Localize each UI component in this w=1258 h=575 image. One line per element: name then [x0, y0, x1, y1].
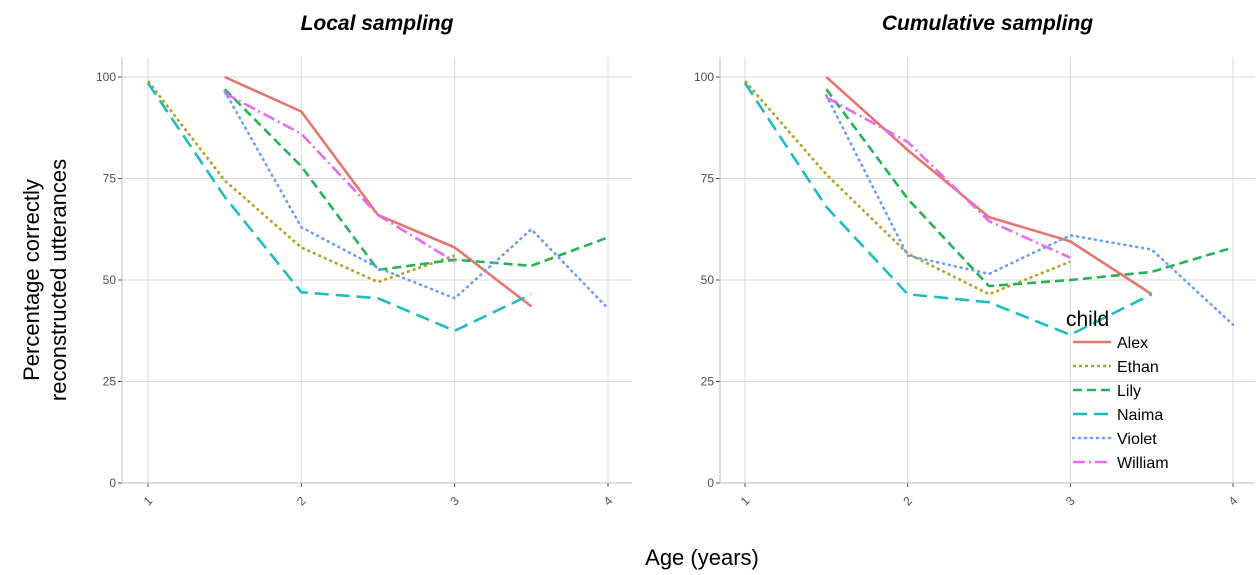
series-line-alex	[825, 76, 1153, 296]
series-line-william	[224, 92, 456, 263]
y-axis-title: Percentage correctly reconstructed utter…	[19, 159, 71, 401]
y-axis-title-line-2: reconstructed utterances	[46, 159, 71, 401]
x-tick-label: 4	[601, 493, 616, 508]
y-axis-title-line-1: Percentage correctly	[19, 179, 44, 381]
legend-title: child	[1066, 308, 1109, 331]
series-line-lily	[825, 88, 1234, 288]
y-tick-label: 75	[103, 172, 117, 186]
legend-label-ethan: Ethan	[1117, 359, 1159, 376]
panel-2: 0 25 50 75 100 1 2 3 4 Cumulative sampling	[694, 12, 1255, 508]
y-tick-label: 25	[103, 375, 117, 389]
legend-label-violet: Violet	[1117, 431, 1157, 448]
y-tick-label: 75	[701, 172, 715, 186]
panel-1: 0 25 50 75 100 1 2 3 4 Local sampling	[96, 12, 632, 508]
series-line-violet	[824, 94, 1235, 327]
x-tick-label: 2	[294, 493, 309, 508]
legend-label-naima: Naima	[1117, 407, 1163, 424]
x-tick-label: 3	[447, 493, 462, 508]
legend: child Alex Ethan Lily Naima Violet William	[1066, 308, 1169, 472]
x-tick-label: 1	[141, 493, 156, 508]
y-tick-label: 0	[109, 476, 116, 490]
x-tick-label: 4	[1226, 493, 1241, 508]
panel-title: Local sampling	[301, 12, 454, 35]
panels: 0 25 50 75 100 1 2 3 4 Local sampling 0 25 50 75 100 1 2…	[96, 12, 1255, 508]
legend-label-alex: Alex	[1117, 335, 1148, 352]
x-tick-label: 1	[738, 493, 753, 508]
legend-label-lily: Lily	[1117, 383, 1141, 400]
y-tick-label: 50	[701, 273, 715, 287]
series-line-naima	[743, 82, 1153, 337]
series-line-violet	[223, 89, 610, 310]
y-tick-label: 100	[694, 70, 714, 84]
panel-title: Cumulative sampling	[882, 12, 1093, 35]
series-line-ethan	[146, 80, 456, 284]
series-line-lily	[223, 88, 609, 272]
y-tick-label: 25	[701, 375, 715, 389]
y-tick-label: 100	[96, 70, 116, 84]
y-tick-label: 0	[707, 476, 714, 490]
series-line-william	[825, 96, 1071, 259]
legend-label-william: William	[1117, 455, 1169, 472]
x-axis-title: Age (years)	[645, 545, 759, 570]
x-tick-label: 2	[900, 493, 915, 508]
y-tick-label: 50	[103, 273, 117, 287]
x-tick-label: 3	[1063, 493, 1078, 508]
series-line-naima	[146, 82, 532, 333]
